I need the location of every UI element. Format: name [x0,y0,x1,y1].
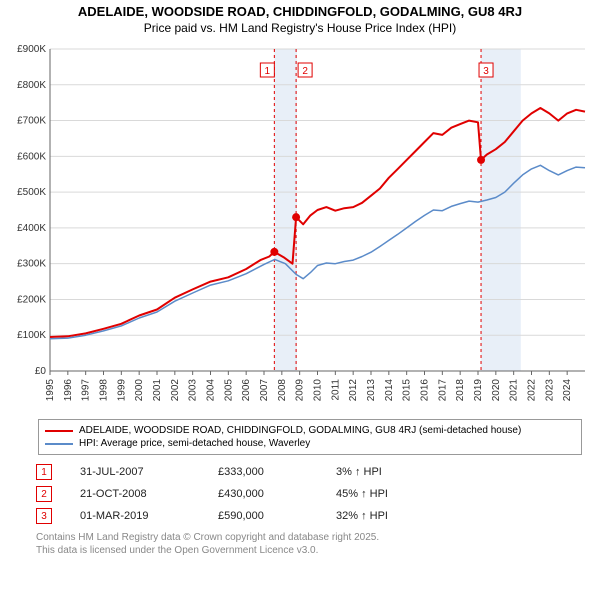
legend-item: HPI: Average price, semi-detached house,… [45,437,575,450]
event-row-date: 31-JUL-2007 [80,466,190,478]
legend-label: HPI: Average price, semi-detached house,… [79,438,310,449]
x-tick-label: 1998 [99,379,110,402]
x-tick-label: 2002 [170,379,181,402]
event-marker-number: 3 [483,66,489,77]
y-tick-label: £900K [17,44,46,55]
event-table: 1 31-JUL-2007 £333,000 3% ↑ HPI 2 21-OCT-2008… [36,461,590,527]
y-tick-label: £800K [17,80,46,91]
shade-band [274,49,297,371]
legend-item: ADELAIDE, WOODSIDE ROAD, CHIDDINGFOLD, G… [45,424,575,437]
chart-title: ADELAIDE, WOODSIDE ROAD, CHIDDINGFOLD, G… [0,4,600,19]
x-tick-label: 1995 [45,379,56,402]
x-tick-label: 2009 [295,379,306,402]
event-row-date: 01-MAR-2019 [80,510,190,522]
x-tick-label: 2024 [562,379,573,402]
title-block: ADELAIDE, WOODSIDE ROAD, CHIDDINGFOLD, G… [0,0,600,35]
x-tick-label: 1997 [81,379,92,402]
event-row-delta: 3% ↑ HPI [336,466,426,478]
y-tick-label: £300K [17,259,46,270]
event-row-price: £590,000 [218,510,308,522]
x-tick-label: 2000 [134,379,145,402]
x-tick-label: 2020 [491,379,502,402]
x-tick-label: 2019 [473,379,484,402]
event-row: 2 21-OCT-2008 £430,000 45% ↑ HPI [36,483,590,505]
event-marker-number: 1 [265,66,271,77]
x-tick-label: 2021 [509,379,520,402]
chart-subtitle: Price paid vs. HM Land Registry's House … [0,21,600,35]
event-row-delta: 45% ↑ HPI [336,488,426,500]
event-row-price: £430,000 [218,488,308,500]
x-tick-label: 2001 [152,379,163,402]
attribution-footer: Contains HM Land Registry data © Crown c… [36,531,590,557]
y-tick-label: £500K [17,187,46,198]
event-row-number: 3 [36,508,52,524]
x-tick-label: 2013 [366,379,377,402]
y-tick-label: £0 [35,366,47,377]
x-tick-label: 2022 [527,379,538,402]
event-row: 3 01-MAR-2019 £590,000 32% ↑ HPI [36,505,590,527]
x-tick-label: 2010 [313,379,324,402]
x-tick-label: 2018 [455,379,466,402]
event-row: 1 31-JUL-2007 £333,000 3% ↑ HPI [36,461,590,483]
event-row-delta: 32% ↑ HPI [336,510,426,522]
x-tick-label: 2011 [330,379,341,401]
y-tick-label: £600K [17,151,46,162]
plot-area: £0 £100K £200K £300K £400K £500K £600K £700K £80… [10,41,590,411]
x-tick-label: 2005 [223,379,234,402]
x-tick-label: 2004 [206,379,217,402]
legend-label: ADELAIDE, WOODSIDE ROAD, CHIDDINGFOLD, G… [79,425,521,436]
event-marker-number: 2 [302,66,308,77]
chart-container: ADELAIDE, WOODSIDE ROAD, CHIDDINGFOLD, G… [0,0,600,557]
x-tick-label: 2015 [402,379,413,402]
x-tick-label: 2006 [241,379,252,402]
legend-swatch [45,430,73,432]
event-row-number: 2 [36,486,52,502]
y-tick-label: £700K [17,116,46,127]
y-tick-label: £100K [17,330,46,341]
footer-line-2: This data is licensed under the Open Gov… [36,544,590,557]
x-tick-label: 2016 [420,379,431,402]
y-tick-label: £400K [17,223,46,234]
x-tick-label: 2012 [348,379,359,402]
y-tick-label: £200K [17,294,46,305]
x-tick-label: 1999 [116,379,127,402]
legend: ADELAIDE, WOODSIDE ROAD, CHIDDINGFOLD, G… [38,419,582,455]
shade-band [481,49,521,371]
legend-swatch [45,443,73,445]
event-row-price: £333,000 [218,466,308,478]
x-tick-label: 2003 [188,379,199,402]
x-tick-label: 2023 [544,379,555,402]
x-tick-label: 2017 [437,379,448,402]
event-row-number: 1 [36,464,52,480]
x-tick-label: 2007 [259,379,270,402]
x-tick-label: 2014 [384,379,395,402]
footer-line-1: Contains HM Land Registry data © Crown c… [36,531,590,544]
x-tick-label: 2008 [277,379,288,402]
chart-svg: £0 £100K £200K £300K £400K £500K £600K £700K £80… [10,41,590,411]
x-tick-label: 1996 [63,379,74,402]
event-row-date: 21-OCT-2008 [80,488,190,500]
